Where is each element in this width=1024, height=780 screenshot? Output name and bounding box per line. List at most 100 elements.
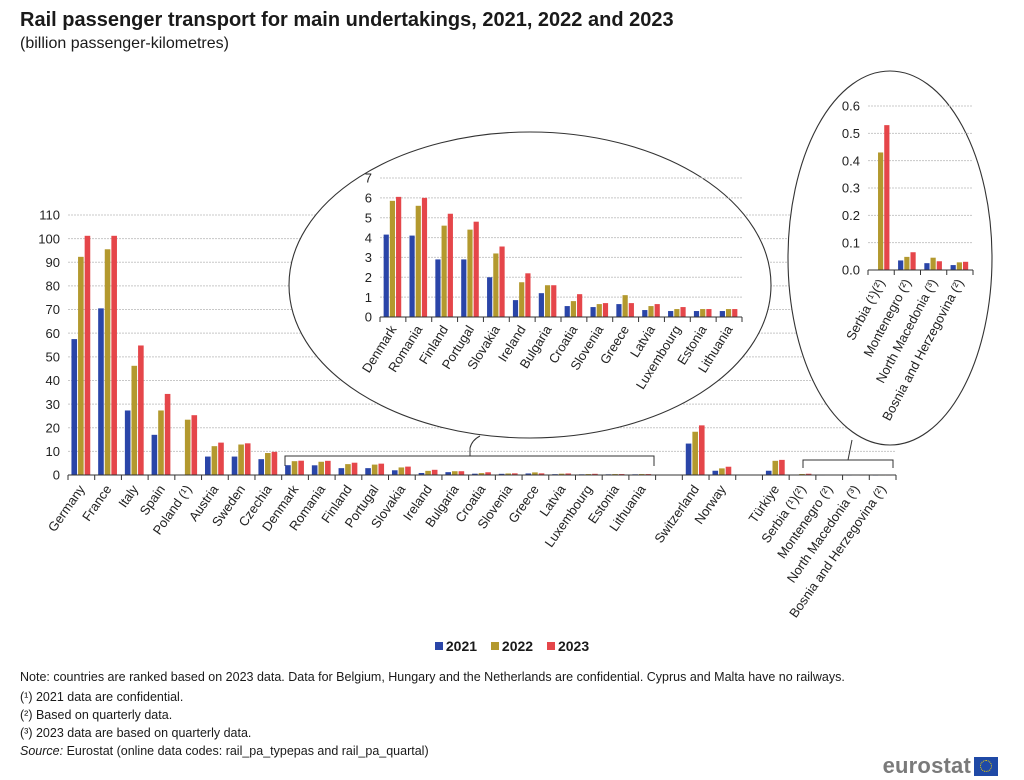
- bracket-medium: [284, 455, 655, 466]
- y-tick-label: 0: [365, 310, 372, 325]
- bar-2022: [558, 473, 565, 475]
- bar-2021: [487, 277, 493, 317]
- bar-2023: [378, 463, 385, 475]
- bar-2021: [765, 470, 772, 475]
- bar-2021: [383, 234, 389, 317]
- main-y-tick-labels: 0 10 20 30 40 50 60 70 80 90 100 110: [38, 208, 60, 483]
- bar-2021: [418, 472, 425, 475]
- bar-2021: [472, 473, 478, 475]
- bar-2023: [421, 197, 428, 317]
- y-tick-label: 50: [46, 349, 60, 364]
- bar-2023: [602, 303, 609, 317]
- y-tick-label: 60: [46, 326, 60, 341]
- bar-2023: [551, 285, 557, 317]
- bar-2022: [211, 446, 218, 475]
- note-main: Note: countries are ranked based on 2023…: [20, 670, 845, 684]
- inset-medium-axis: [379, 316, 743, 322]
- bar-2021: [285, 465, 291, 475]
- bar-2023: [351, 462, 358, 475]
- bar-2021: [564, 306, 570, 317]
- y-tick-label: 110: [39, 208, 60, 223]
- bar-2022: [371, 464, 378, 475]
- bracket-connector-medium: [469, 435, 481, 456]
- y-tick-label: 20: [46, 420, 60, 435]
- bar-2023: [458, 471, 465, 475]
- bar-2023: [396, 196, 402, 317]
- bar-2023: [431, 469, 438, 475]
- y-tick-label: 70: [46, 302, 60, 317]
- chart-title: Rail passenger transport for main undert…: [20, 9, 674, 31]
- y-tick-label: 30: [46, 397, 60, 412]
- bar-2021: [98, 308, 104, 475]
- bar-2022: [389, 200, 396, 317]
- bar-2022: [493, 253, 499, 317]
- bar-2021: [151, 434, 158, 475]
- y-tick-label: 3: [365, 250, 372, 265]
- y-tick-label: 2: [365, 270, 372, 285]
- bar-2023: [325, 460, 331, 475]
- y-tick-label: 0: [53, 468, 60, 483]
- bar-2022: [158, 410, 164, 475]
- bar-2023: [884, 125, 890, 270]
- y-tick-label: 0.1: [842, 235, 860, 250]
- bar-2021: [231, 456, 238, 475]
- bar-2022: [904, 256, 910, 270]
- bar-2023: [499, 246, 505, 317]
- bar-2021: [311, 465, 318, 475]
- notes: Note: countries are ranked based on 2023…: [20, 668, 850, 760]
- bar-2022: [725, 309, 732, 317]
- bar-2022: [78, 256, 84, 475]
- bar-2021: [693, 311, 700, 317]
- bar-2022: [648, 306, 654, 317]
- bar-2021: [616, 304, 622, 317]
- bar-2023: [805, 473, 812, 475]
- eurostat-logo: eurostat: [883, 753, 998, 779]
- source-label: Source:: [20, 744, 64, 758]
- bar-2023: [512, 473, 518, 475]
- y-tick-label: 90: [46, 255, 60, 270]
- y-tick-label: 40: [46, 373, 60, 388]
- bar-2023: [654, 304, 660, 317]
- legend-label: 2021: [445, 638, 478, 654]
- footnote-3: (³) 2023 data are based on quarterly dat…: [20, 726, 252, 740]
- zoom-ellipse-small: [787, 70, 993, 446]
- bar-2021: [258, 459, 265, 475]
- bar-2022: [478, 473, 485, 475]
- bar-2023: [485, 472, 491, 475]
- bar-2022: [238, 444, 244, 475]
- bracket-small: [802, 459, 894, 468]
- bar-2022: [415, 205, 421, 317]
- bar-2023: [538, 473, 545, 475]
- bar-2023: [962, 261, 969, 270]
- zoom-brackets: [284, 435, 894, 468]
- chart-subtitle: (billion passenger-kilometres): [20, 35, 229, 52]
- bar-2021: [205, 456, 211, 475]
- bar-2023: [244, 443, 251, 475]
- bar-2022: [519, 282, 525, 317]
- main-x-axis: [67, 474, 897, 480]
- bar-2022: [467, 229, 473, 317]
- bar-2023: [191, 415, 198, 475]
- bar-2021: [409, 235, 415, 317]
- bar-2023: [698, 425, 705, 475]
- bar-2023: [473, 221, 479, 317]
- y-tick-label: 80: [46, 279, 60, 294]
- legend-label: 2022: [501, 638, 534, 654]
- bar-2022: [441, 225, 447, 317]
- bar-2021: [498, 473, 505, 475]
- bar-2023: [732, 309, 738, 317]
- y-tick-label: 5: [365, 210, 372, 225]
- bar-2021: [391, 470, 398, 475]
- bar-2021: [512, 300, 519, 317]
- legend: 2021 2022 2023: [0, 638, 1024, 654]
- bar-2023: [164, 393, 171, 475]
- y-tick-label: 6: [365, 191, 372, 206]
- eu-flag-icon: [974, 756, 998, 776]
- bar-2021: [590, 307, 596, 317]
- bar-2021: [712, 470, 719, 475]
- bar-2022: [291, 461, 298, 475]
- legend-swatch-2022: [490, 642, 499, 650]
- bar-2021: [719, 311, 725, 317]
- bar-2023: [218, 442, 224, 475]
